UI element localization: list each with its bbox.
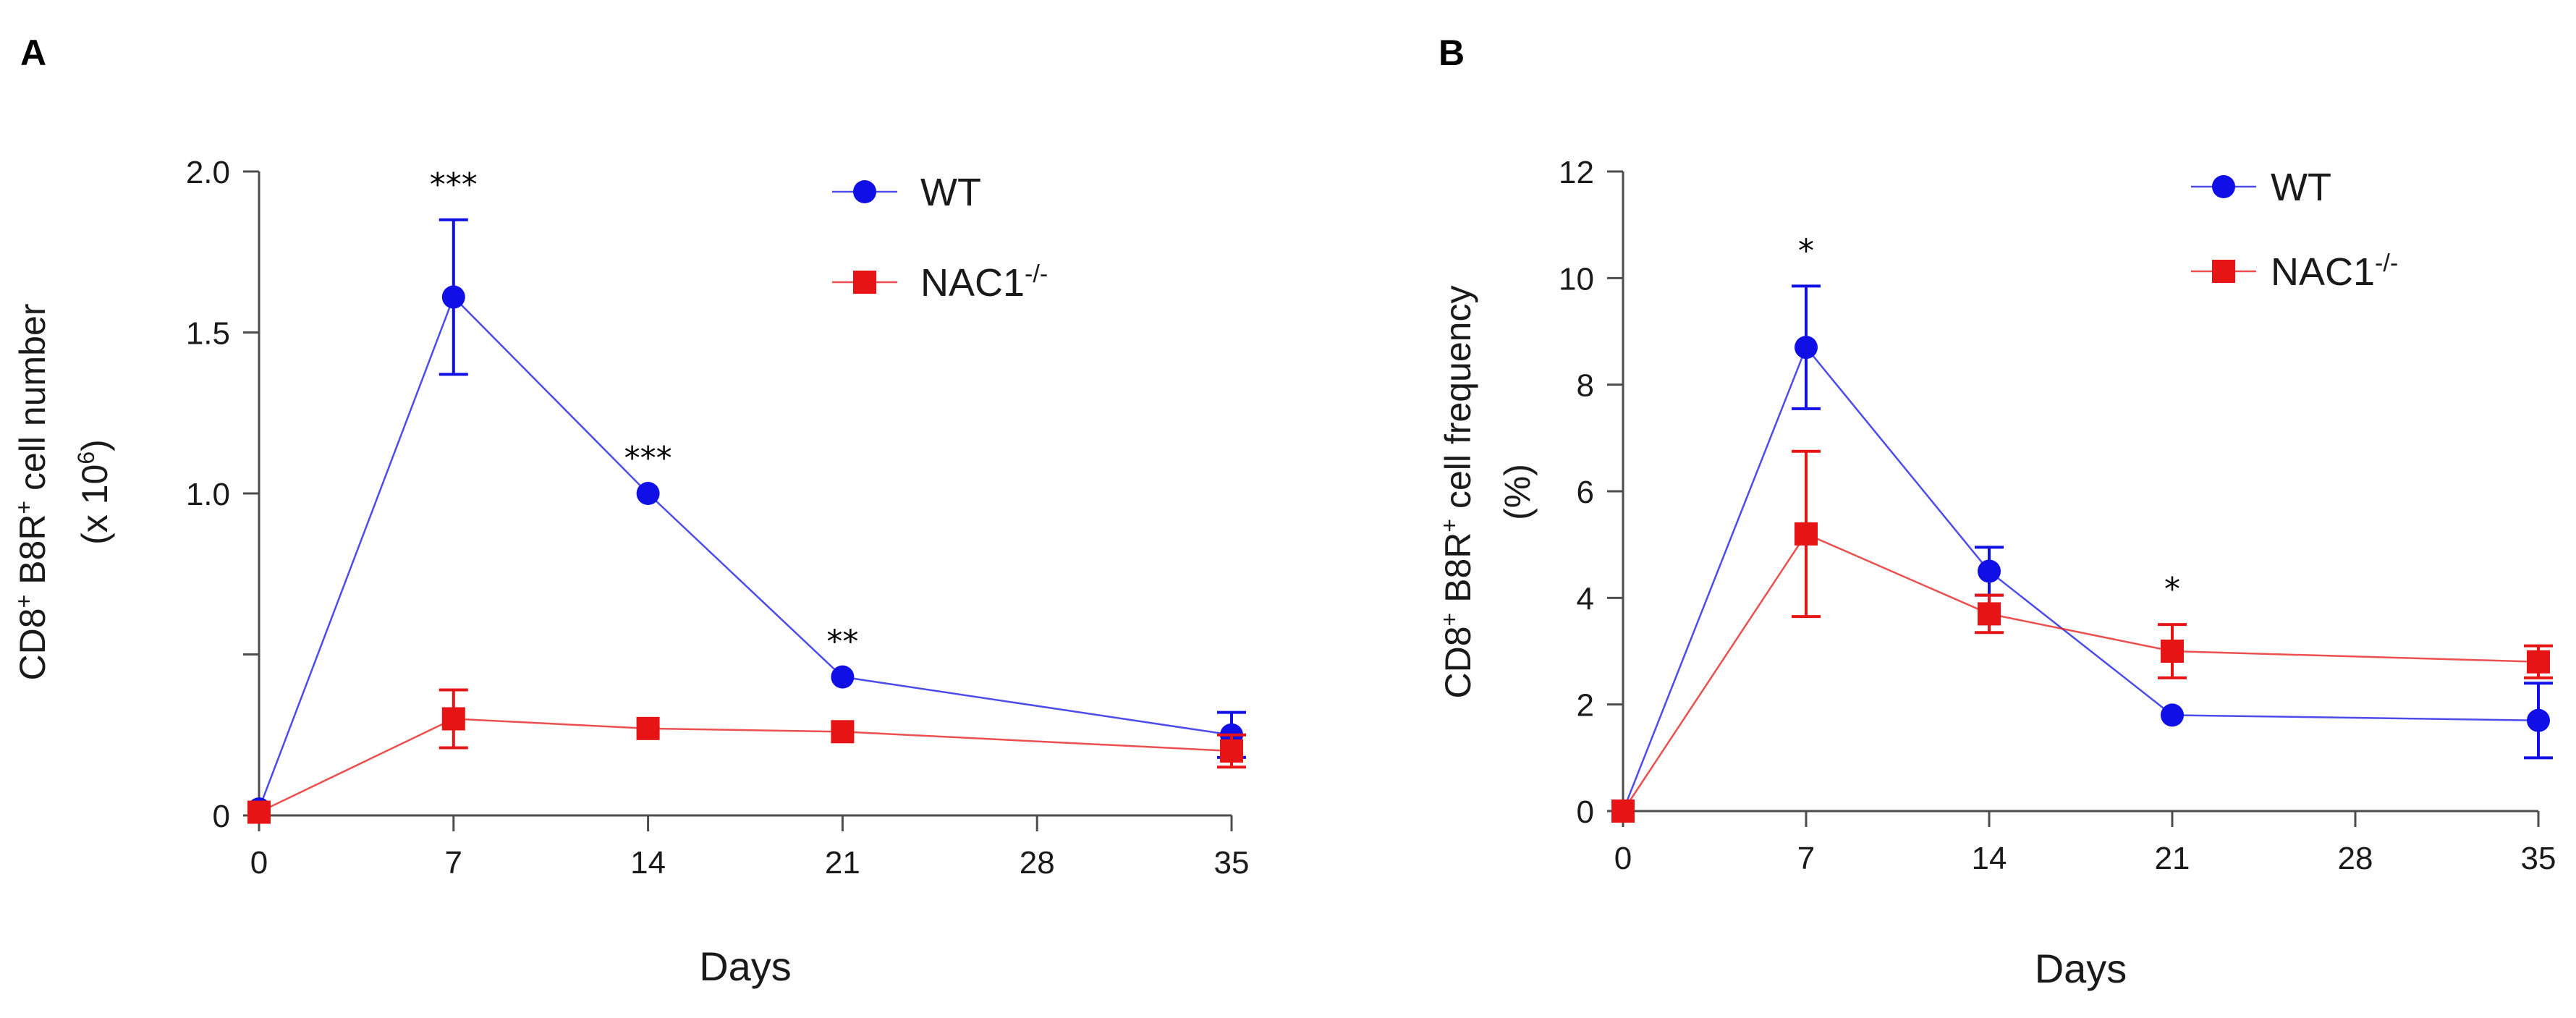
panel-b-y-axis-title-part: B8R — [1438, 533, 1478, 613]
panel-b-x-axis-title: Days — [2035, 946, 2127, 991]
panel-a-series-nac1-line — [258, 718, 1232, 813]
panel-b-series-wt-line — [1622, 345, 2539, 812]
panel-b-series-nac1-point — [1611, 799, 1635, 823]
panel-a-y-axis-subtitle: (x 106) — [73, 439, 115, 545]
panel-b-y-axis-title: CD8+ B8R+ cell frequency — [1436, 286, 1478, 699]
panel-b-y-axis-title-part: CD8 — [1438, 626, 1478, 698]
panel-b-y-tick-label: 12 — [1559, 155, 1594, 190]
panel-a-y-axis-subtitle-part: 6 — [73, 451, 99, 465]
panel-a-series-nac1-point — [441, 707, 465, 731]
panel-b-y-tick-label: 10 — [1559, 261, 1594, 297]
panel-a-legend-nac1-label: NAC1-/- — [920, 260, 1048, 305]
panel-b-series-nac1-point — [1978, 602, 2001, 626]
panel-b-x-tick-label: 35 — [2521, 841, 2556, 876]
panel-b-x-tick-label: 14 — [1972, 841, 2007, 876]
panel-b-significance-label: * — [2164, 571, 2180, 608]
panel-a-legend-nac1-label-superscript: -/- — [1025, 260, 1048, 288]
panel-b-legend-nac1-marker — [2212, 260, 2235, 283]
panel-a-series-wt-point — [441, 285, 465, 309]
panel-a-y-tick-label: 2.0 — [186, 155, 230, 190]
panel-b-legend-nac1-label-text: NAC1 — [2271, 250, 2375, 294]
panel-a-legend-wt-label: WT — [920, 171, 981, 214]
panel-a-y-axis-title-part: cell number — [12, 304, 53, 501]
panel-a-y-tick-label: 0 — [213, 799, 230, 834]
panel-b-series-nac1-point — [1795, 522, 1818, 546]
panel-b-x-tick-label: 7 — [1797, 841, 1815, 876]
panel-b-series-nac1-point — [2161, 640, 2184, 663]
panel-a-x-axis-title: Days — [699, 943, 792, 989]
panel-a-series-nac1-point — [636, 716, 660, 740]
panel-b-x-tick-label: 0 — [1614, 841, 1632, 876]
panel-b-y-axis-title-part: + — [1436, 519, 1462, 533]
panel-b-series-nac1-line — [1622, 533, 2539, 812]
panel-a-legend-wt-marker — [853, 180, 876, 203]
panel-a-legend-nac1-marker — [853, 271, 876, 294]
panel-a-series-nac1-point — [247, 800, 271, 824]
panel-b-series-wt-point — [1795, 336, 1818, 360]
panel-b-y-tick-label: 4 — [1577, 581, 1594, 616]
panel-a-significance-label: *** — [430, 166, 478, 203]
panel-b-x-tick-label: 28 — [2338, 841, 2373, 876]
panel-a-y-tick-label: 1.5 — [186, 316, 230, 352]
panel-a-x-tick-label: 28 — [1020, 845, 1055, 881]
panel-a-y-tick-label: 1.0 — [186, 477, 230, 512]
panel-a-x-tick-label: 14 — [630, 845, 666, 881]
panel-b-y-axis-subtitle: (%) — [1497, 464, 1538, 520]
panel-b-letter: B — [1439, 33, 1465, 73]
panel-b-y-axis-subtitle-part: (%) — [1497, 464, 1538, 520]
panel-a-series-nac1-point — [831, 720, 855, 744]
panel-b-series-wt-point — [1978, 559, 2001, 583]
panel-a-series-wt-line — [258, 295, 1232, 810]
panel-a-x-tick-label: 35 — [1214, 845, 1250, 881]
panel-a-y-axis-title-part: B8R — [12, 514, 53, 595]
panel-a-y-axis-title: CD8+ B8R+ cell number — [11, 304, 53, 681]
panel-b-y-tick-label: 6 — [1577, 475, 1594, 510]
panel-a-legend-wt-label-text: WT — [920, 171, 981, 214]
panel-b-series-wt-point — [2161, 703, 2184, 727]
panel-a-x-tick-label: 21 — [825, 845, 860, 881]
panel-a-series-nac1-point — [1220, 739, 1243, 763]
panel-a-y-axis-subtitle-part: ) — [75, 439, 115, 451]
panel-b-legend-wt-marker — [2212, 175, 2235, 198]
panel-a-significance-label: ** — [826, 624, 858, 661]
panel-b-legend-nac1-label-superscript: -/- — [2375, 250, 2398, 277]
panel-a-letter: A — [20, 33, 46, 73]
panel-a-significance-label: *** — [624, 440, 672, 477]
panel-b-significance-label: * — [1798, 232, 1814, 269]
panel-b-y-tick-label: 0 — [1577, 794, 1594, 830]
panel-b-legend-wt-label: WT — [2271, 166, 2331, 209]
panel-b-legend-nac1-label: NAC1-/- — [2271, 250, 2398, 294]
panel-b-y-axis-title-part: cell frequency — [1438, 286, 1478, 519]
panel-b-series-nac1-point — [2527, 650, 2550, 674]
panel-a-y-axis-title-part: CD8 — [12, 608, 53, 680]
panel-b-y-tick-label: 8 — [1577, 368, 1594, 404]
panel-a-x-tick-label: 0 — [250, 845, 268, 881]
panel-b-y-axis-title-part: + — [1436, 613, 1462, 627]
panel-a-legend-nac1-label-text: NAC1 — [920, 261, 1025, 305]
panel-a-y-axis-title-part: + — [11, 501, 37, 514]
panel-a-series-wt-point — [636, 482, 660, 505]
panel-a-x-tick-label: 7 — [445, 845, 462, 881]
panel-b-legend-wt-label-text: WT — [2271, 166, 2331, 209]
panel-b-x-tick-label: 21 — [2155, 841, 2190, 876]
panel-a-y-axis-subtitle-part: (x 10 — [75, 465, 115, 545]
panel-a-y-axis-title-part: + — [11, 595, 37, 608]
panel-b-series-wt-point — [2527, 708, 2550, 732]
panel-b-y-tick-label: 2 — [1577, 688, 1594, 724]
panel-a-series-wt-point — [831, 665, 855, 689]
